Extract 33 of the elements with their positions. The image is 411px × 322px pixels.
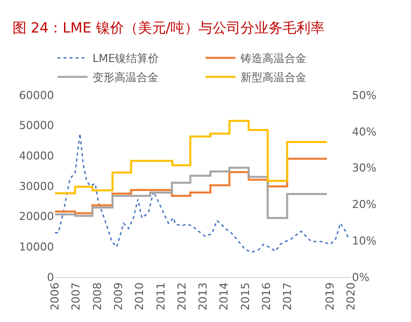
y-tick-label: 30000	[19, 180, 54, 193]
x-tick-label: 2009	[112, 282, 126, 310]
x-tick-label: 2006	[48, 282, 62, 310]
x-tick-label: 2008	[90, 282, 104, 310]
x-tick-label: 2016	[260, 282, 274, 310]
x-tick-label: 2007	[70, 282, 83, 310]
line-series	[55, 132, 350, 253]
y-tick-label: 20000	[19, 210, 54, 224]
x-tick-label: 2019	[323, 282, 336, 310]
x-tick-label: 2020	[344, 282, 358, 310]
y2-tick-label: 50%	[352, 88, 376, 102]
y-tick-label: 40000	[19, 150, 54, 163]
y2-tick-label: 0%	[352, 270, 370, 284]
x-tick-label: 2013	[196, 282, 210, 310]
x-tick-label: 2012	[175, 282, 188, 310]
y-tick-label: 50000	[19, 119, 54, 132]
legend-label: 铸造高温合金	[240, 52, 306, 66]
y2-tick-label: 10%	[352, 234, 376, 248]
x-tick-label: 2011	[154, 282, 168, 310]
legend-label: 新型高温合金	[240, 71, 306, 84]
x-tick-label: 2015	[238, 282, 252, 310]
y2-tick-label: 30%	[352, 162, 376, 175]
y2-tick-label: 40%	[352, 125, 376, 138]
x-tick-label: 2017	[281, 282, 294, 310]
y2-tick-label: 20%	[352, 198, 376, 212]
y-tick-label: 0	[47, 270, 54, 284]
x-tick-label: 2010	[133, 282, 146, 310]
legend-label: LME镍结算价	[92, 52, 160, 66]
y-tick-label: 60000	[19, 88, 54, 102]
chart-title: 图 24：LME 镍价（美元/吨）与公司分业务毛利率	[12, 20, 324, 36]
legend-label: 变形高温合金	[92, 71, 158, 84]
x-tick-label: 2014	[218, 282, 231, 310]
y-tick-label: 10000	[19, 240, 54, 254]
